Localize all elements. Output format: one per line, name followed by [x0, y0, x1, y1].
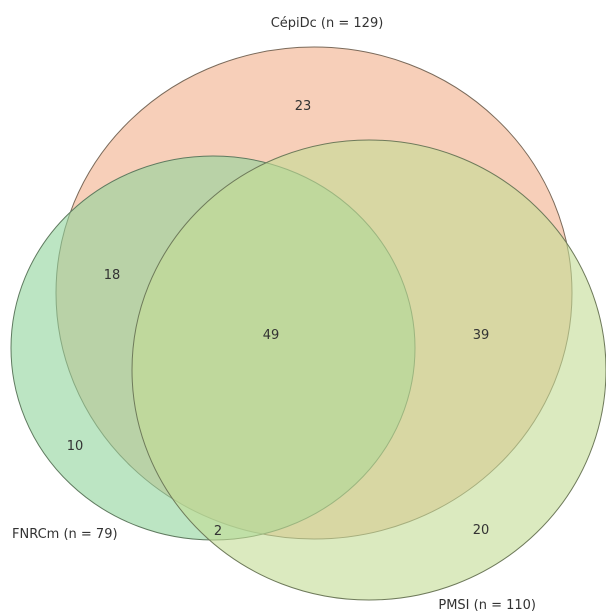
region-count-pmsi-only: 20: [473, 523, 490, 538]
region-count-cepidc-fnrcm: 18: [104, 268, 121, 283]
region-count-cepidc-pmsi: 39: [473, 328, 490, 343]
region-count-fnrcm-pmsi: 2: [214, 524, 222, 539]
set-label-cepidc: CépiDc (n = 129): [271, 16, 384, 31]
region-count-fnrcm-only: 10: [67, 439, 84, 454]
set-label-pmsi: PMSI (n = 110): [438, 598, 536, 612]
region-count-cepidc-only: 23: [295, 99, 312, 114]
region-count-all-three: 49: [263, 328, 280, 343]
set-label-fnrcm: FNRCm (n = 79): [12, 527, 118, 542]
set-circle-pmsi: [131, 139, 606, 601]
